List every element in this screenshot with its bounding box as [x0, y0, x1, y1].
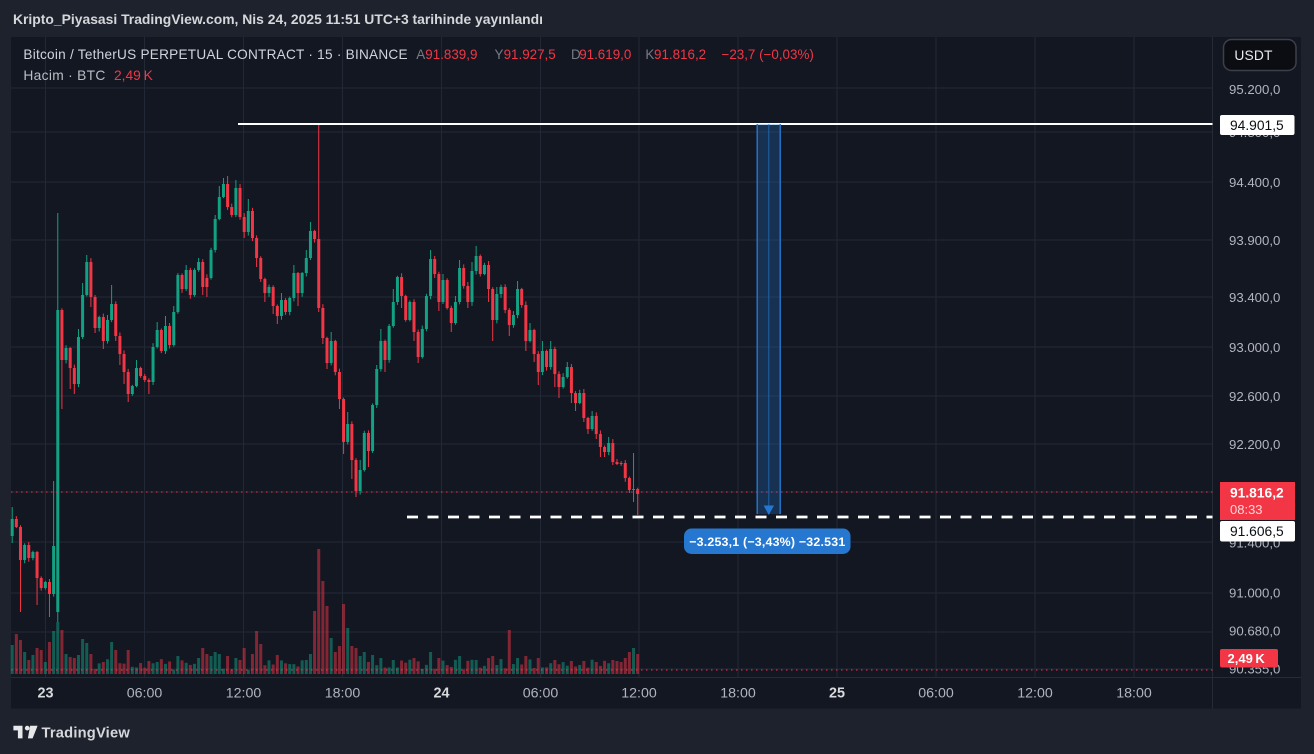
svg-text:12:00: 12:00: [226, 686, 262, 702]
svg-text:91.816,2: 91.816,2: [1230, 485, 1284, 500]
svg-text:USDT: USDT: [1234, 48, 1273, 63]
svg-text:−3.253,1 (−3,43%) −32.531: −3.253,1 (−3,43%) −32.531: [689, 535, 845, 549]
svg-text:93.400,0: 93.400,0: [1229, 290, 1280, 305]
svg-text:25: 25: [829, 686, 845, 702]
svg-text:TradingView: TradingView: [42, 726, 131, 742]
svg-text:18:00: 18:00: [325, 686, 361, 702]
svg-text:23: 23: [37, 686, 53, 702]
svg-text:18:00: 18:00: [720, 686, 756, 702]
svg-text:18:00: 18:00: [1116, 686, 1152, 702]
svg-text:90.680,0: 90.680,0: [1229, 623, 1280, 638]
svg-text:93.900,0: 93.900,0: [1229, 233, 1280, 248]
svg-text:2,49 K: 2,49 K: [114, 68, 154, 83]
svg-text:08:33: 08:33: [1230, 502, 1263, 517]
svg-text:Hacim · BTC: Hacim · BTC: [23, 68, 105, 83]
svg-text:93.000,0: 93.000,0: [1229, 340, 1280, 355]
svg-text:94.901,5: 94.901,5: [1230, 118, 1284, 133]
svg-text:06:00: 06:00: [127, 686, 163, 702]
svg-text:2,49 K: 2,49 K: [1228, 651, 1266, 666]
svg-text:Bitcoin / TetherUS PERPETUAL C: Bitcoin / TetherUS PERPETUAL CONTRACT · …: [23, 47, 407, 62]
svg-text:91.000,0: 91.000,0: [1229, 585, 1280, 600]
svg-text:92.200,0: 92.200,0: [1229, 437, 1280, 452]
svg-text:94.400,0: 94.400,0: [1229, 175, 1280, 190]
svg-text:06:00: 06:00: [918, 686, 954, 702]
svg-text:12:00: 12:00: [1017, 686, 1053, 702]
svg-text:91.606,5: 91.606,5: [1230, 524, 1284, 539]
svg-text:12:00: 12:00: [621, 686, 657, 702]
svg-text:24: 24: [433, 686, 449, 702]
svg-text:92.600,0: 92.600,0: [1229, 389, 1280, 404]
svg-text:06:00: 06:00: [523, 686, 559, 702]
svg-text:Kripto_Piyasasi TradingView.co: Kripto_Piyasasi TradingView.com, Nis 24,…: [13, 11, 543, 27]
svg-text:95.200,0: 95.200,0: [1229, 82, 1280, 97]
